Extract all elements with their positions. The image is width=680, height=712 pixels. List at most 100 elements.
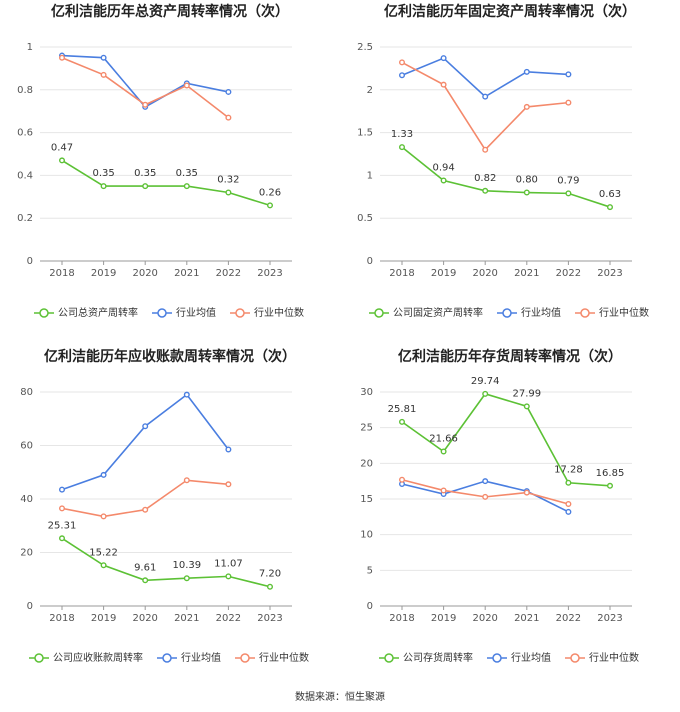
point <box>482 93 489 100</box>
point <box>59 486 66 493</box>
point <box>100 71 107 78</box>
point <box>482 187 489 194</box>
y-tick-label: 0 <box>367 601 373 612</box>
y-tick-label: 15 <box>360 494 373 505</box>
x-tick-label: 2023 <box>257 268 282 279</box>
series-line <box>61 159 271 207</box>
x-tick-label: 2019 <box>431 613 456 624</box>
x-tick-label: 2019 <box>91 613 116 624</box>
x-tick-label: 2021 <box>514 613 539 624</box>
point <box>565 190 572 197</box>
x-tick-label: 2023 <box>597 613 622 624</box>
data-label: 0.82 <box>474 173 496 184</box>
point <box>183 82 190 89</box>
data-label: 21.66 <box>429 433 458 444</box>
point <box>440 487 447 494</box>
x-tick-label: 2021 <box>174 613 199 624</box>
data-label: 0.35 <box>176 168 198 179</box>
point <box>183 183 190 190</box>
point <box>225 446 232 453</box>
y-tick-label: 30 <box>360 387 373 398</box>
data-label: 0.94 <box>432 163 454 174</box>
y-tick-label: 2 <box>367 85 373 96</box>
y-tick-label: 0 <box>367 256 373 267</box>
data-label: 25.31 <box>48 520 77 531</box>
point <box>565 500 572 507</box>
x-tick-label: 2022 <box>556 268 581 279</box>
series-line <box>401 57 569 98</box>
data-label: 10.39 <box>172 560 201 571</box>
point <box>225 88 232 95</box>
point <box>59 535 66 542</box>
point <box>59 54 66 61</box>
legend-label: 行业中位数 <box>589 651 639 664</box>
legend-marker <box>39 308 49 318</box>
data-label: 27.99 <box>512 388 541 399</box>
y-tick-label: 1.5 <box>357 128 373 139</box>
y-tick-label: 0 <box>27 601 33 612</box>
chart-title: 亿利洁能历年固定资产周转率情况（次） <box>384 3 636 20</box>
point <box>142 183 149 190</box>
y-tick-label: 0 <box>27 256 33 267</box>
x-tick-label: 2023 <box>257 613 282 624</box>
point <box>565 99 572 106</box>
point <box>523 103 530 110</box>
point <box>482 390 489 397</box>
point <box>440 81 447 88</box>
data-label: 0.79 <box>557 175 579 186</box>
y-tick-label: 1 <box>367 170 373 181</box>
point <box>399 418 406 425</box>
point <box>225 573 232 580</box>
point <box>482 146 489 153</box>
legend-label: 公司应收账款周转率 <box>53 651 143 664</box>
x-tick-label: 2022 <box>556 613 581 624</box>
data-label: 16.85 <box>596 468 625 479</box>
legend-marker <box>162 653 172 663</box>
series-line <box>401 392 611 487</box>
point <box>523 189 530 196</box>
point <box>399 476 406 483</box>
legend-label: 行业中位数 <box>254 306 304 319</box>
point <box>440 448 447 455</box>
legend-label: 公司固定资产周转率 <box>393 306 483 319</box>
point <box>607 482 614 489</box>
point <box>565 479 572 486</box>
x-tick-label: 2018 <box>389 268 414 279</box>
point <box>565 508 572 515</box>
point <box>607 204 614 211</box>
series-line <box>61 393 230 491</box>
data-label: 25.81 <box>388 404 417 415</box>
x-tick-label: 2019 <box>91 268 116 279</box>
source: 数据来源：恒生聚源 <box>295 690 385 703</box>
legend-marker <box>580 308 590 318</box>
legend-marker <box>157 308 167 318</box>
data-label: 15.22 <box>89 547 118 558</box>
point <box>440 55 447 62</box>
x-tick-label: 2023 <box>597 268 622 279</box>
point <box>100 54 107 61</box>
legend-label: 行业均值 <box>176 306 216 319</box>
data-label: 0.32 <box>217 175 239 186</box>
legend-marker <box>570 653 580 663</box>
point <box>482 478 489 485</box>
y-tick-label: 20 <box>20 548 33 559</box>
legend-marker <box>502 308 512 318</box>
x-tick-label: 2022 <box>216 613 241 624</box>
y-tick-label: 0.4 <box>17 170 33 181</box>
point <box>565 71 572 78</box>
point <box>59 505 66 512</box>
legend-label: 行业均值 <box>181 651 221 664</box>
point <box>225 189 232 196</box>
x-tick-label: 2018 <box>389 613 414 624</box>
point <box>100 471 107 478</box>
data-label: 0.35 <box>92 168 114 179</box>
point <box>225 114 232 121</box>
y-tick-label: 10 <box>360 530 373 541</box>
point <box>183 391 190 398</box>
point <box>100 183 107 190</box>
chart-title: 亿利洁能历年应收账款周转率情况（次） <box>44 348 296 365</box>
legend-label: 公司存货周转率 <box>403 651 473 664</box>
legend-label: 行业中位数 <box>599 306 649 319</box>
data-label: 0.26 <box>259 187 281 198</box>
